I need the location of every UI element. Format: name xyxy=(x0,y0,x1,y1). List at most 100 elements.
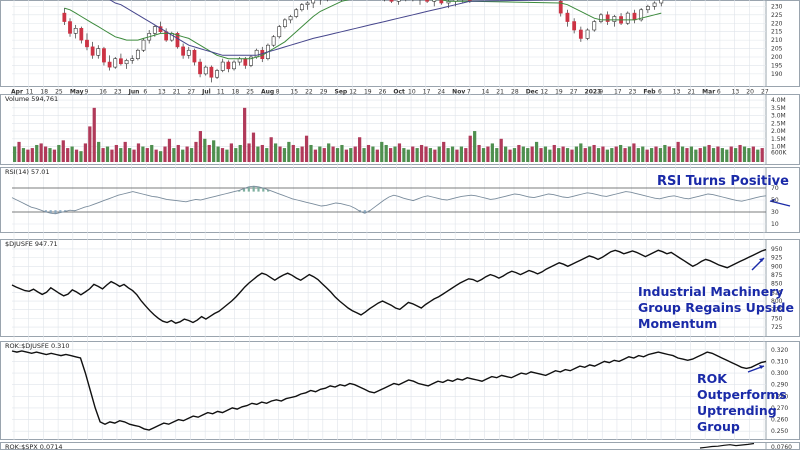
volume-bar xyxy=(234,148,238,162)
date-tick-label: 25 xyxy=(55,89,63,96)
volume-bar xyxy=(167,138,172,162)
volume-bar xyxy=(565,148,570,162)
candle-body xyxy=(585,29,590,39)
djusfe-annotation-line-1: Industrial Machinery xyxy=(638,284,784,299)
volume-bar xyxy=(335,148,340,162)
volume-bar xyxy=(380,141,384,162)
volume-bar xyxy=(499,138,503,162)
volume-bar xyxy=(716,146,720,162)
candle-body xyxy=(79,28,84,41)
date-tick-label: 12 xyxy=(349,89,357,96)
candle-body xyxy=(243,58,248,66)
candle-body xyxy=(85,39,89,48)
candle-body xyxy=(311,0,316,4)
volume-bar xyxy=(729,146,733,162)
candle-body xyxy=(389,0,394,2)
djusfe-arrowhead xyxy=(759,258,764,262)
volume-bar xyxy=(490,143,494,162)
date-tick-label: Apr xyxy=(11,89,23,96)
rok-annotation-line-3: Uptrending xyxy=(697,403,777,418)
volume-bar xyxy=(291,144,295,162)
candle-body xyxy=(612,16,617,22)
volume-panel-title: Volume 594,761 xyxy=(5,95,58,103)
volume-bar xyxy=(543,146,548,162)
volume-bar xyxy=(105,146,110,162)
date-tick-label: 18 xyxy=(232,89,240,96)
volume-bar xyxy=(658,148,663,162)
date-tick-label: 6 xyxy=(717,89,721,96)
date-tick-label: 10 xyxy=(408,89,416,96)
candle-body xyxy=(439,0,444,4)
price-y-tick-label: 205 xyxy=(771,46,783,53)
candle-body xyxy=(68,21,72,34)
volume-bar xyxy=(225,149,229,162)
rok-annotation-line-1: ROK xyxy=(697,371,728,386)
date-tick-label: 15 xyxy=(290,89,298,96)
volume-bar xyxy=(309,144,313,162)
volume-bar xyxy=(384,144,388,162)
volume-bar xyxy=(402,148,406,162)
candle-body xyxy=(659,0,664,4)
volume-bar xyxy=(163,146,167,162)
candle-body xyxy=(130,58,135,61)
volume-bar xyxy=(579,143,583,162)
volume-bar xyxy=(601,146,605,162)
volume-bar xyxy=(13,146,17,162)
volume-bar xyxy=(654,146,658,162)
volume-bar xyxy=(371,146,375,162)
volume-bar xyxy=(610,148,614,162)
volume-y-tick-label: 3.5M xyxy=(771,105,786,112)
candle-body xyxy=(425,0,430,2)
volume-bar xyxy=(189,148,194,162)
volume-bar xyxy=(327,143,331,162)
volume-bar xyxy=(415,148,419,162)
date-tick-label: 13 xyxy=(732,89,740,96)
date-tick-label: 7 xyxy=(467,89,471,96)
candle-body xyxy=(639,9,644,21)
candle-body xyxy=(254,49,259,58)
volume-bar xyxy=(464,148,468,162)
candle-body xyxy=(288,16,293,21)
volume-bar xyxy=(150,144,154,162)
date-tick-label: 19 xyxy=(555,89,563,96)
djusfe-y-tick-label: 925 xyxy=(771,255,783,262)
volume-bar xyxy=(265,148,269,162)
volume-bar xyxy=(397,143,402,162)
volume-bar xyxy=(711,148,716,162)
volume-bar xyxy=(632,143,636,162)
candle-body xyxy=(232,61,236,70)
rsi-panel-title: RSI(14) 57.01 xyxy=(5,168,50,176)
volume-bar xyxy=(428,148,433,162)
djusfe-annotation-line-3: Momentum xyxy=(638,316,717,331)
candle-body xyxy=(277,26,282,38)
volume-bar xyxy=(641,146,645,162)
candle-body xyxy=(209,66,214,78)
volume-bar xyxy=(83,143,87,162)
volume-bar xyxy=(366,144,371,162)
price-y-tick-label: 210 xyxy=(771,37,783,44)
rok-arrowhead xyxy=(759,365,764,369)
volume-bar xyxy=(437,146,441,162)
volume-bar xyxy=(61,140,65,162)
date-tick-label: 27 xyxy=(570,89,578,96)
rsi-line xyxy=(11,185,767,215)
volume-bar xyxy=(136,143,141,162)
volume-bar xyxy=(411,146,415,162)
volume-bar xyxy=(676,141,680,162)
volume-bar xyxy=(667,146,671,162)
volume-bar xyxy=(530,146,534,162)
candle-body xyxy=(652,2,657,7)
candle-body xyxy=(396,0,401,2)
rsi-y-tick-label: 70 xyxy=(771,185,779,192)
volume-y-tick-label: 600K xyxy=(771,150,787,157)
volume-bar xyxy=(287,141,291,162)
volume-bar xyxy=(521,146,525,162)
candle-body xyxy=(283,19,287,27)
rsi-y-tick-label: 50 xyxy=(771,197,779,204)
volume-bar xyxy=(473,131,477,162)
rok-annotation-line-2: Outperforms xyxy=(697,387,787,402)
date-tick-label: Sep xyxy=(335,89,348,96)
djusfe-panel-title: $DJUSFE 947.71 xyxy=(5,240,58,248)
volume-bar xyxy=(680,146,685,162)
date-tick-label: 27 xyxy=(187,89,195,96)
